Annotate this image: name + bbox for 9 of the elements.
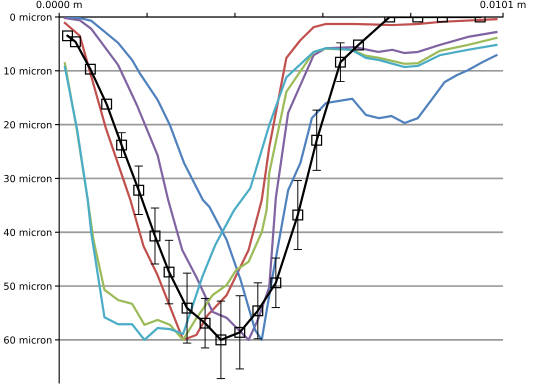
y-tick-label: 20 micron — [4, 120, 52, 128]
y-tick-label: 0 micron — [10, 13, 52, 21]
x-tick-label: 0.0101 m — [480, 0, 526, 8]
y-tick-label: 10 micron — [4, 67, 52, 75]
x-tick-label: 0.0000 m — [36, 0, 82, 8]
y-tick-label: 60 micron — [4, 336, 52, 344]
y-tick-label: 50 micron — [4, 282, 52, 290]
y-tick-label: 40 micron — [4, 228, 52, 236]
y-tick-label: 30 micron — [4, 174, 52, 182]
